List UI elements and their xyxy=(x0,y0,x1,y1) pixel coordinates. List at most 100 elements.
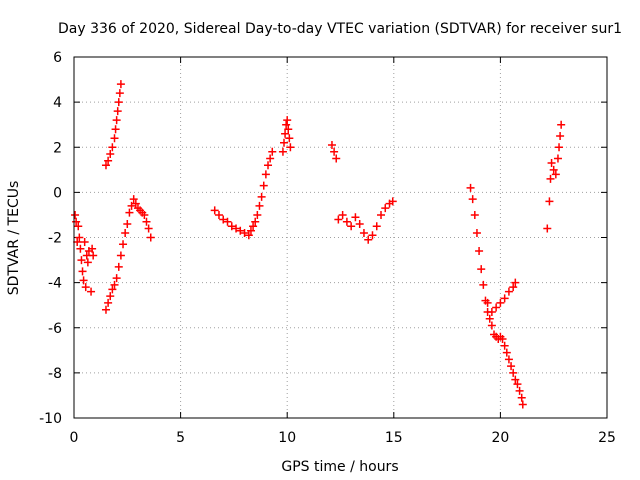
data-point xyxy=(80,238,89,247)
data-point xyxy=(487,321,496,330)
data-point xyxy=(76,244,85,253)
data-point xyxy=(125,208,134,217)
data-point xyxy=(116,251,125,260)
x-tick-label: 0 xyxy=(70,430,79,446)
data-point xyxy=(114,262,123,271)
data-point xyxy=(551,170,560,179)
data-point xyxy=(240,228,249,237)
data-point xyxy=(78,267,87,276)
data-point xyxy=(388,197,397,206)
data-point xyxy=(112,116,121,125)
y-tick-label: 6 xyxy=(53,50,62,66)
data-point xyxy=(112,274,121,283)
y-tick-label: -10 xyxy=(39,411,62,427)
data-point xyxy=(496,298,505,307)
data-point xyxy=(246,226,255,235)
x-tick-label: 10 xyxy=(278,430,296,446)
data-point xyxy=(101,305,110,314)
data-point xyxy=(342,217,351,226)
data-points xyxy=(71,80,566,409)
data-point xyxy=(261,170,270,179)
data-point xyxy=(144,224,153,233)
data-point xyxy=(71,210,80,219)
data-point xyxy=(106,292,115,301)
data-point xyxy=(364,235,373,244)
data-point xyxy=(81,283,90,292)
data-point xyxy=(500,294,509,303)
data-point xyxy=(72,217,81,226)
data-point xyxy=(114,98,123,107)
x-tick-label: 15 xyxy=(385,430,403,446)
data-point xyxy=(77,256,86,265)
data-point xyxy=(518,400,527,409)
data-point xyxy=(227,222,236,231)
data-point xyxy=(121,228,130,237)
data-point xyxy=(116,80,125,89)
data-point xyxy=(223,217,232,226)
data-point xyxy=(470,210,479,219)
data-point xyxy=(210,206,219,215)
data-point xyxy=(278,147,287,156)
data-point xyxy=(511,375,520,384)
data-point xyxy=(283,116,292,125)
data-point xyxy=(266,154,275,163)
data-point xyxy=(498,335,507,344)
data-point xyxy=(251,217,260,226)
data-point xyxy=(327,140,336,149)
data-point xyxy=(511,278,520,287)
data-point xyxy=(146,233,155,242)
x-tick-label: 5 xyxy=(176,430,185,446)
data-point xyxy=(88,244,97,253)
data-point xyxy=(513,380,522,389)
data-point xyxy=(504,355,513,364)
data-point xyxy=(555,143,564,152)
data-point xyxy=(257,192,266,201)
data-point xyxy=(119,240,128,249)
data-point xyxy=(142,217,151,226)
data-point xyxy=(286,143,295,152)
data-point xyxy=(509,368,518,377)
data-point xyxy=(214,210,223,219)
y-tick-label: 2 xyxy=(53,140,62,156)
data-point xyxy=(492,303,501,312)
data-point xyxy=(517,393,526,402)
data-point xyxy=(468,195,477,204)
data-point xyxy=(475,247,484,256)
data-point xyxy=(546,174,555,183)
data-point xyxy=(101,161,110,170)
y-tick-label: -8 xyxy=(48,366,62,382)
data-point xyxy=(253,210,262,219)
data-point xyxy=(140,210,149,219)
data-point xyxy=(507,362,516,371)
data-point xyxy=(123,219,132,228)
data-point xyxy=(500,341,509,350)
data-point xyxy=(236,226,245,235)
data-point xyxy=(355,219,364,228)
data-point xyxy=(249,222,258,231)
data-point xyxy=(268,147,277,156)
data-point xyxy=(557,120,566,129)
y-axis-label: SDTVAR / TECUs xyxy=(6,181,22,296)
data-point xyxy=(127,201,136,210)
data-point xyxy=(79,276,88,285)
data-point xyxy=(359,228,368,237)
data-point xyxy=(280,138,289,147)
data-point xyxy=(83,258,92,267)
data-point xyxy=(556,131,565,140)
data-point xyxy=(479,280,488,289)
x-tick-label: 20 xyxy=(491,430,509,446)
data-point xyxy=(549,165,558,174)
data-point xyxy=(111,125,120,134)
y-tick-label: -2 xyxy=(48,231,62,247)
y-tick-label: -6 xyxy=(48,321,62,337)
data-point xyxy=(485,314,494,323)
data-point xyxy=(282,120,291,129)
data-point xyxy=(515,386,524,395)
data-point xyxy=(110,134,119,143)
data-point xyxy=(129,195,138,204)
data-point xyxy=(509,283,518,292)
data-point xyxy=(106,150,115,159)
data-point xyxy=(75,233,84,242)
data-point xyxy=(110,280,119,289)
